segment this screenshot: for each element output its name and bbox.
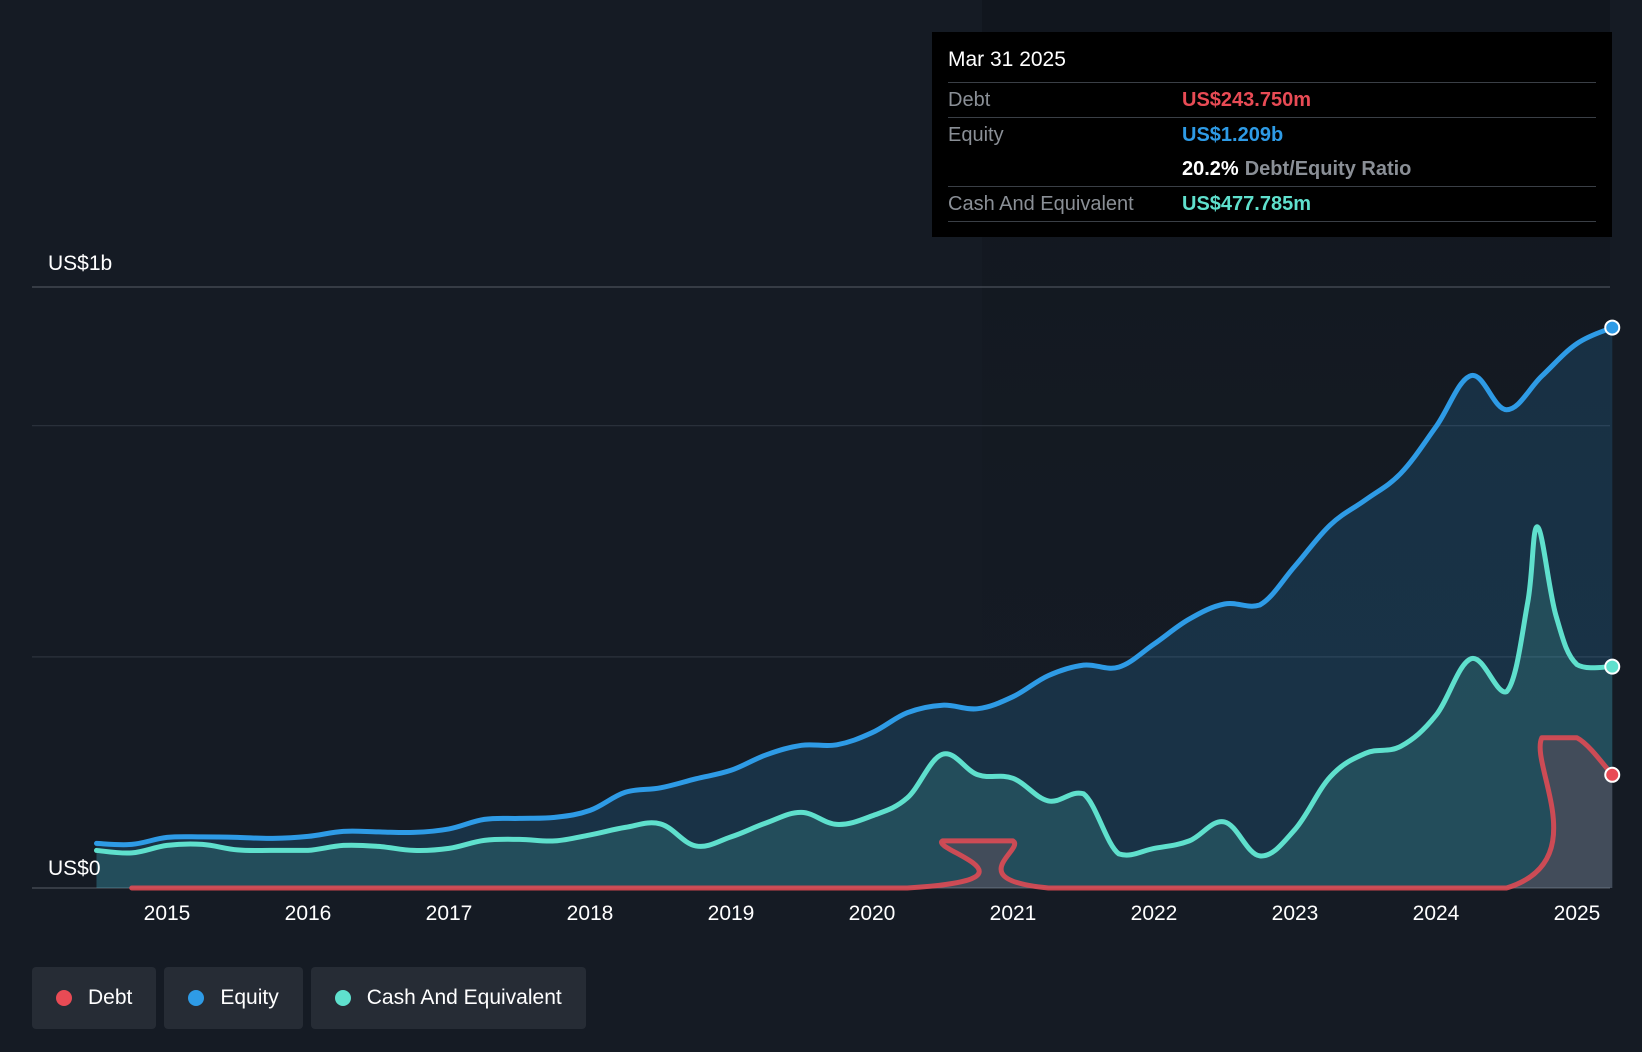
x-tick-label: 2015 (144, 902, 191, 925)
y-tick-label: US$0 (48, 857, 101, 880)
tooltip-debt-value: US$243.750m (1182, 89, 1311, 111)
y-tick-label: US$1b (48, 252, 112, 275)
cash-dot-icon (334, 990, 351, 1006)
equity-line (94, 325, 1615, 848)
axis-labels: 2015 2016 2017 2018 2019 2020 2021 2022 2023 2024… (48, 252, 1600, 925)
tooltip-ratio-row: 20.2% Debt/Equity Ratio (948, 152, 1596, 187)
x-tick-label: 2018 (567, 902, 614, 925)
tooltip-equity-label: Equity (948, 124, 1004, 146)
x-tick-label: 2017 (426, 902, 473, 925)
tooltip-date: Mar 31 2025 (948, 46, 1596, 83)
series-lines (94, 325, 1615, 891)
tooltip-ratio-value: 20.2% (1182, 158, 1239, 180)
data-tooltip: Mar 31 2025 Debt US$243.750m Equity US$1… (932, 32, 1612, 237)
series-end-markers (1604, 319, 1621, 783)
tooltip-equity-row: Equity US$1.209b (948, 118, 1596, 152)
legend-equity-label: Equity (220, 986, 279, 1009)
cash-line (94, 524, 1615, 859)
cash-end-marker[interactable] (1604, 658, 1621, 675)
debt-end-marker[interactable] (1604, 766, 1621, 783)
legend-debt-label: Debt (88, 986, 133, 1009)
x-tick-label: 2021 (990, 902, 1037, 925)
tooltip-cash-row: Cash And Equivalent US$477.785m (948, 187, 1596, 222)
debt-dot-icon (56, 990, 72, 1006)
equity-end-marker[interactable] (1604, 319, 1621, 336)
chart-legend: Debt Equity Cash And Equivalent (32, 967, 594, 1029)
x-tick-label: 2025 (1554, 902, 1601, 925)
x-tick-label: 2019 (708, 902, 755, 925)
debt-line (129, 735, 1615, 891)
legend-cash-label: Cash And Equivalent (366, 986, 562, 1009)
legend-item-cash[interactable]: Cash And Equivalent (310, 967, 586, 1029)
x-tick-label: 2024 (1413, 902, 1460, 925)
x-tick-label: 2023 (1272, 902, 1319, 925)
legend-item-debt[interactable]: Debt (32, 967, 157, 1029)
x-tick-label: 2020 (849, 902, 896, 925)
tooltip-equity-value: US$1.209b (1182, 124, 1284, 146)
x-tick-label: 2022 (1131, 902, 1178, 925)
legend-item-equity[interactable]: Equity (164, 967, 303, 1029)
equity-dot-icon (188, 990, 205, 1006)
equity-area (96, 327, 1613, 889)
tooltip-cash-label: Cash And Equivalent (948, 193, 1134, 215)
x-tick-label: 2016 (285, 902, 332, 925)
tooltip-debt-row: Debt US$243.750m (948, 83, 1596, 118)
tooltip-debt-label: Debt (948, 89, 991, 111)
tooltip-ratio-label: Debt/Equity Ratio (1244, 158, 1412, 180)
tooltip-cash-value: US$477.785m (1182, 193, 1311, 215)
